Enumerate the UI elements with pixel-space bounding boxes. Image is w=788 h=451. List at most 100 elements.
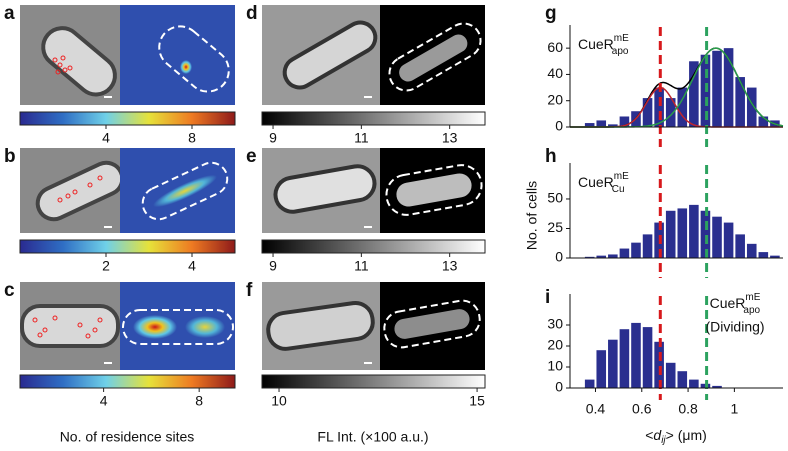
bar [631, 322, 641, 388]
colorbar [19, 239, 236, 254]
colorbar [261, 374, 486, 389]
colorbar [19, 111, 236, 126]
bar [608, 124, 618, 127]
bar [665, 210, 676, 258]
panel-label: h [545, 146, 557, 167]
y-tick-label: 0 [555, 118, 563, 134]
bar [723, 48, 734, 128]
y-tick-label: 20 [547, 91, 563, 107]
colorbar-tick-label: 11 [354, 130, 369, 146]
bar [654, 87, 664, 127]
colorbar [261, 239, 486, 254]
y-tick-label: 0 [555, 249, 563, 265]
x-tick-label: 1 [730, 401, 738, 417]
y-tick-label: 60 [547, 39, 563, 55]
label-name: CueR [710, 295, 746, 311]
bar [712, 216, 722, 258]
bar [689, 379, 699, 388]
xlabel-open: < [645, 427, 653, 443]
bar [596, 120, 607, 127]
bar [677, 87, 688, 127]
colorbar-tick-label: 10 [271, 393, 287, 409]
bar [758, 116, 769, 127]
bar [735, 77, 745, 127]
panel-labels: a b c d e f g h i [4, 3, 557, 308]
series-label: CueRmE apo [578, 33, 629, 57]
colorbar-label: FL Int. (×100 a.u.) [317, 429, 428, 445]
panel-label: e [246, 146, 257, 167]
label-name: CueR [578, 174, 614, 190]
y-tick-label: 30 [547, 316, 563, 332]
bar [746, 87, 757, 127]
xlabel-close: > (μm) [666, 427, 707, 443]
x-tick-label: 0.4 [586, 401, 606, 417]
panel-label: g [545, 3, 557, 24]
panel-label: i [545, 287, 550, 308]
bar [677, 371, 688, 388]
y-tick-label: 40 [547, 65, 563, 81]
bar [631, 242, 641, 258]
colorbar-tick-label: 4 [188, 258, 196, 274]
bar [608, 254, 618, 258]
colorbar-tick-label: 9 [269, 130, 277, 146]
colorbars: 4 8 2 4 4 8 9 11 13 9 11 13 10 15 No. of residence sit… [19, 111, 486, 445]
label-sub: apo [743, 305, 760, 316]
panel-label: c [4, 280, 15, 301]
bar [584, 123, 595, 127]
bar [758, 252, 769, 258]
bar [770, 255, 780, 258]
colorbar-tick-label: 11 [354, 258, 369, 274]
bar [642, 327, 653, 388]
colorbar-tick-label: 8 [195, 393, 203, 409]
colorbar [261, 111, 486, 126]
colorbar-tick-label: 4 [100, 393, 108, 409]
bar [619, 248, 630, 258]
panel-label: d [246, 3, 258, 24]
y-tick-label: 0 [555, 379, 563, 395]
colorbar-tick-label: 4 [102, 130, 110, 146]
bar [689, 61, 699, 127]
x-tick-label: 0.8 [678, 401, 698, 417]
label-sub: Cu [612, 184, 625, 195]
bar [619, 116, 630, 127]
colorbar-tick-label: 9 [269, 258, 277, 274]
y-axis-label: No. of cells [524, 181, 540, 250]
series-label: CueRmE apo [710, 292, 761, 316]
label-name: CueR [578, 36, 614, 52]
label-sup: mE [614, 33, 629, 44]
bar [642, 98, 653, 127]
colorbar-tick-label: 13 [442, 258, 458, 274]
panel-label: f [246, 280, 253, 301]
y-tick-label: 25 [547, 219, 563, 235]
x-axis-label: <dij> (μm) [645, 427, 707, 446]
colorbar [19, 374, 236, 389]
bar [700, 210, 711, 258]
bar [642, 234, 653, 258]
xlabel-sub: ij [661, 435, 666, 446]
bar [746, 243, 757, 258]
colorbar-tick-label: 15 [469, 393, 485, 409]
colorbar-tick-label: 13 [442, 130, 458, 146]
bar [712, 385, 722, 388]
label-sup: mE [614, 171, 629, 182]
bar [665, 98, 676, 127]
bar [608, 339, 618, 388]
label-sup: mE [745, 292, 760, 303]
series-label: CueRmE Cu [578, 171, 629, 195]
bar [596, 350, 607, 388]
colorbar-tick-label: 8 [188, 130, 196, 146]
bar [654, 341, 664, 388]
y-tick-label: 20 [547, 337, 563, 353]
xlabel-var: d [653, 427, 662, 443]
bar [596, 255, 607, 258]
y-tick-label: 10 [547, 358, 563, 374]
bar [584, 379, 595, 388]
bar [712, 50, 722, 128]
bar [619, 329, 630, 388]
colorbar-tick-label: 2 [102, 258, 110, 274]
microscopy-images [20, 5, 485, 370]
y-tick-label: 50 [547, 190, 563, 206]
bar [735, 234, 745, 258]
